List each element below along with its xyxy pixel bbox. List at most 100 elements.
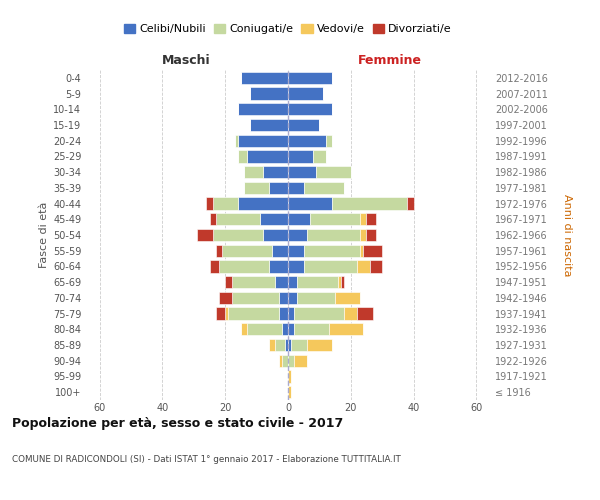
Bar (357, 260, 370, 272)
Bar (235, 134, 238, 147)
Bar (298, 276, 338, 288)
Bar (288, 166, 316, 178)
Bar (332, 198, 407, 209)
Bar (288, 213, 310, 226)
Bar (357, 308, 373, 320)
Bar (360, 213, 367, 226)
Bar (367, 229, 376, 241)
Bar (212, 198, 238, 209)
Bar (247, 150, 288, 162)
Bar (288, 198, 332, 209)
Bar (285, 339, 288, 351)
Bar (304, 260, 357, 272)
Y-axis label: Anni di nascita: Anni di nascita (562, 194, 572, 276)
Bar (370, 260, 382, 272)
Bar (407, 198, 413, 209)
Bar (294, 354, 307, 367)
Bar (288, 182, 304, 194)
Bar (288, 276, 298, 288)
Bar (288, 370, 291, 382)
Bar (260, 213, 288, 226)
Bar (360, 229, 367, 241)
Bar (232, 292, 278, 304)
Bar (288, 72, 332, 84)
Bar (238, 134, 288, 147)
Bar (263, 166, 288, 178)
Text: Femmine: Femmine (358, 54, 422, 67)
Bar (241, 72, 288, 84)
Bar (206, 198, 212, 209)
Bar (238, 150, 247, 162)
Bar (232, 276, 275, 288)
Text: Maschi: Maschi (161, 54, 211, 67)
Bar (360, 244, 364, 257)
Bar (307, 339, 332, 351)
Bar (288, 323, 294, 336)
Bar (344, 308, 357, 320)
Bar (307, 229, 360, 241)
Bar (367, 213, 376, 226)
Bar (310, 213, 360, 226)
Bar (250, 88, 288, 100)
Bar (219, 260, 269, 272)
Bar (229, 308, 278, 320)
Bar (225, 276, 232, 288)
Legend: Celibi/Nubili, Coniugati/e, Vedovi/e, Divorziati/e: Celibi/Nubili, Coniugati/e, Vedovi/e, Di… (120, 20, 456, 39)
Bar (216, 213, 260, 226)
Bar (298, 292, 335, 304)
Bar (275, 339, 285, 351)
Bar (269, 260, 288, 272)
Bar (335, 292, 360, 304)
Bar (275, 276, 288, 288)
Bar (282, 354, 288, 367)
Bar (238, 103, 288, 116)
Bar (197, 229, 212, 241)
Bar (241, 323, 247, 336)
Bar (288, 386, 291, 398)
Bar (250, 119, 288, 131)
Bar (288, 292, 298, 304)
Text: COMUNE DI RADICONDOLI (SI) - Dati ISTAT 1° gennaio 2017 - Elaborazione TUTTITALI: COMUNE DI RADICONDOLI (SI) - Dati ISTAT … (12, 455, 401, 464)
Bar (341, 276, 344, 288)
Bar (288, 150, 313, 162)
Bar (288, 308, 294, 320)
Bar (225, 308, 229, 320)
Bar (294, 308, 344, 320)
Bar (278, 308, 288, 320)
Bar (269, 339, 275, 351)
Bar (238, 198, 288, 209)
Bar (278, 292, 288, 304)
Bar (288, 88, 323, 100)
Bar (316, 166, 351, 178)
Bar (288, 354, 294, 367)
Bar (216, 244, 222, 257)
Bar (282, 323, 288, 336)
Bar (247, 323, 282, 336)
Text: Popolazione per età, sesso e stato civile - 2017: Popolazione per età, sesso e stato civil… (12, 418, 343, 430)
Bar (304, 182, 344, 194)
Bar (212, 229, 263, 241)
Bar (222, 244, 272, 257)
Bar (278, 354, 282, 367)
Bar (288, 339, 291, 351)
Bar (288, 103, 332, 116)
Bar (263, 229, 288, 241)
Bar (269, 182, 288, 194)
Bar (216, 308, 225, 320)
Bar (313, 150, 326, 162)
Bar (364, 244, 382, 257)
Bar (294, 323, 329, 336)
Bar (272, 244, 288, 257)
Bar (291, 339, 307, 351)
Bar (219, 292, 232, 304)
Bar (288, 134, 326, 147)
Bar (209, 260, 219, 272)
Bar (288, 229, 307, 241)
Bar (304, 244, 360, 257)
Bar (288, 119, 319, 131)
Bar (288, 244, 304, 257)
Bar (244, 182, 269, 194)
Bar (329, 323, 364, 336)
Y-axis label: Fasce di età: Fasce di età (38, 202, 49, 268)
Bar (288, 260, 304, 272)
